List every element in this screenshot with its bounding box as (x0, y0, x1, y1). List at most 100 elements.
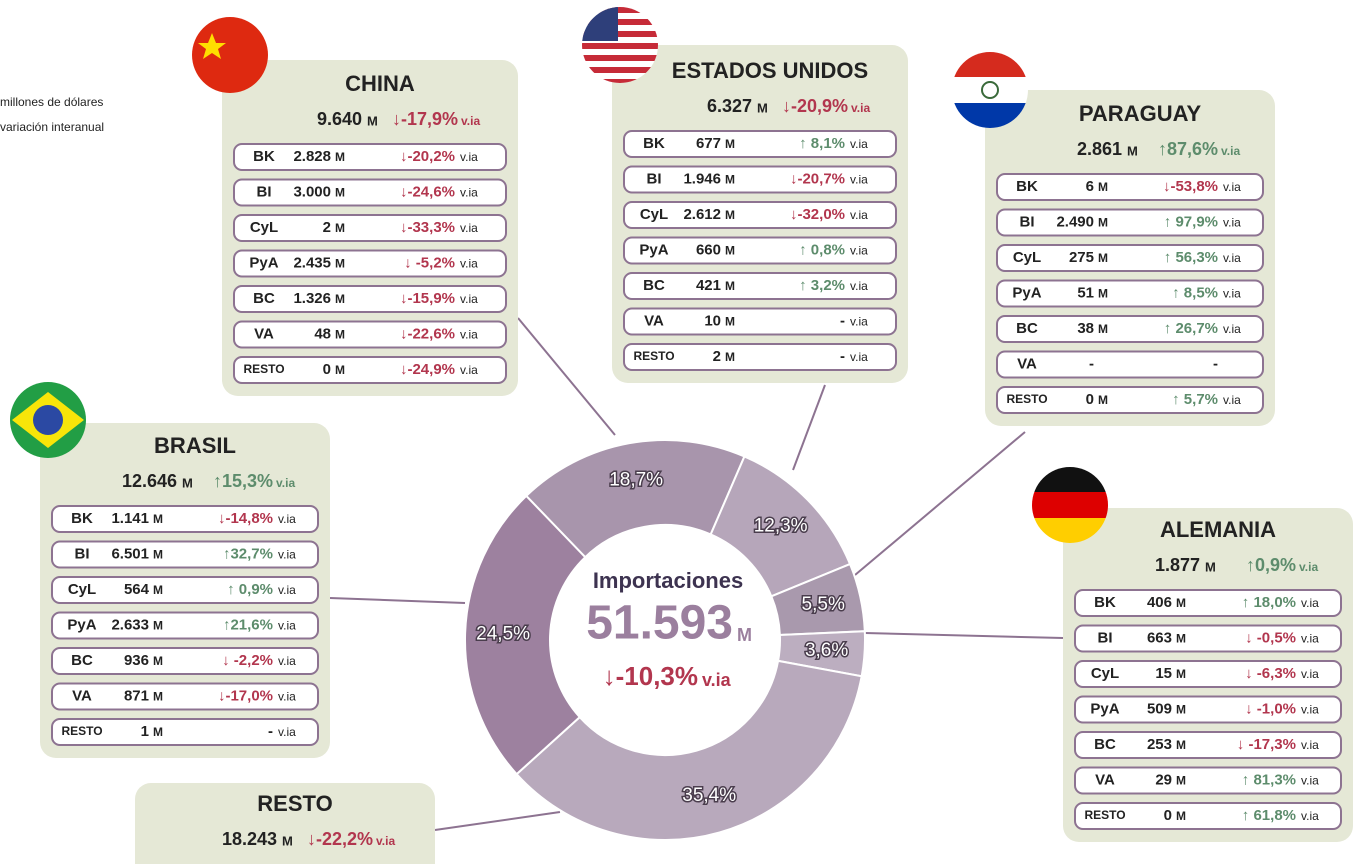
row-code: BI (75, 545, 90, 562)
row-value: 275 (1069, 249, 1094, 266)
row-unit: M (1098, 322, 1108, 336)
row (1074, 589, 1342, 617)
row-value: 0 (1164, 807, 1172, 824)
row (623, 343, 897, 371)
panels: CHINA 9.640 M ↓-17,9% v.ia BK 2.828 M ↓-20,2% v.i… (40, 45, 1353, 864)
row-code: VA (1095, 771, 1115, 788)
row-unit: M (1176, 738, 1186, 752)
panel-unit: M (757, 100, 768, 115)
panel-change: ↑0,9% (1246, 555, 1296, 575)
row-change: ↑ 0,8% (799, 241, 845, 258)
row (996, 350, 1264, 379)
row-value: 1 (141, 723, 149, 740)
center-title: Importaciones (593, 568, 743, 593)
row-suffix: v.ia (1301, 596, 1319, 610)
row-unit: M (335, 150, 345, 164)
row-unit: M (725, 244, 735, 258)
row (51, 718, 319, 746)
row-change: ↑ 18,0% (1242, 594, 1296, 611)
row-code: BI (1020, 213, 1035, 230)
row-code: VA (72, 687, 92, 704)
panel-change: ↓-17,9% (392, 109, 458, 129)
row-code: BI (647, 170, 662, 187)
segment-label: 35,4% (682, 785, 736, 806)
row-suffix: v.ia (850, 137, 868, 151)
row-unit: M (1176, 596, 1186, 610)
panel (135, 783, 435, 864)
donut-segment (464, 494, 587, 776)
row-value: 2 (713, 348, 721, 365)
row-unit: M (1098, 287, 1108, 301)
flag-usa (582, 7, 658, 83)
row-suffix: v.ia (850, 315, 868, 329)
row-change: ↓-14,8% (218, 510, 273, 527)
row-code: RESTO (61, 724, 102, 738)
row (996, 386, 1264, 414)
row-unit: M (335, 363, 345, 377)
row-unit: M (153, 654, 163, 668)
flag-china (192, 17, 268, 93)
panel-title: PARAGUAY (1079, 101, 1202, 126)
row-change: ↑21,6% (223, 616, 273, 633)
row-value: 660 (696, 241, 721, 258)
row (233, 178, 507, 207)
row-value: 871 (124, 687, 149, 704)
row-code: CyL (250, 219, 278, 236)
row-code: PyA (639, 241, 668, 258)
row-change: ↓-53,8% (1163, 178, 1218, 195)
panel-total: 1.877 (1155, 555, 1200, 575)
center-value: 51.593 (586, 597, 733, 650)
row-unit: M (725, 315, 735, 329)
row-unit: M (153, 619, 163, 633)
row-change: ↓-15,9% (400, 290, 455, 307)
row-value: 2.612 (683, 206, 721, 223)
row-change: ↑ 5,7% (1172, 391, 1218, 408)
row-change: ↓ -0,5% (1245, 629, 1296, 646)
row-suffix: v.ia (1301, 632, 1319, 646)
row-code: RESTO (633, 349, 674, 363)
row-change: ↑ 0,9% (227, 581, 273, 598)
row-change: ↓-32,0% (790, 206, 845, 223)
row-suffix: v.ia (850, 208, 868, 222)
row-value: 421 (696, 277, 721, 294)
row (51, 647, 319, 675)
row-suffix: v.ia (1223, 393, 1241, 407)
row (623, 130, 897, 158)
row-value: 936 (124, 652, 149, 669)
row-code: BC (253, 290, 275, 307)
row-suffix: v.ia (460, 186, 478, 200)
row-suffix: v.ia (850, 173, 868, 187)
row-unit: M (725, 350, 735, 364)
row-suffix: v.ia (460, 363, 478, 377)
row-code: BK (253, 148, 275, 165)
row (51, 540, 319, 569)
row-suffix: v.ia (278, 654, 296, 668)
row-code: PyA (67, 616, 96, 633)
row-suffix: v.ia (850, 244, 868, 258)
row-change: ↑ 3,2% (799, 277, 845, 294)
row (233, 214, 507, 242)
row-change: ↓-22,6% (400, 325, 455, 342)
row-unit: M (153, 548, 163, 562)
panel-suffix: v.ia (376, 834, 395, 848)
center-unit: M (737, 625, 752, 645)
row-value: 6 (1086, 178, 1094, 195)
row-suffix: v.ia (1301, 774, 1319, 788)
row-suffix: v.ia (1223, 322, 1241, 336)
panel-title: CHINA (345, 71, 415, 96)
panel-unit: M (182, 475, 193, 490)
center-change: ↓-10,3% (603, 661, 698, 691)
row-change: ↓-20,7% (790, 170, 845, 187)
row-code: PyA (249, 254, 278, 271)
panel-title: BRASIL (154, 433, 236, 458)
row-value: 29 (1155, 771, 1172, 788)
segment-label: 24,5% (476, 623, 530, 644)
row (1074, 624, 1342, 653)
row-value: 48 (314, 325, 331, 342)
row-change: - (840, 312, 845, 329)
row-suffix: v.ia (850, 279, 868, 293)
row-code: VA (644, 312, 664, 329)
row-value: 1.141 (111, 510, 149, 527)
row-code: BI (257, 183, 272, 200)
panel-suffix: v.ia (1221, 144, 1240, 158)
